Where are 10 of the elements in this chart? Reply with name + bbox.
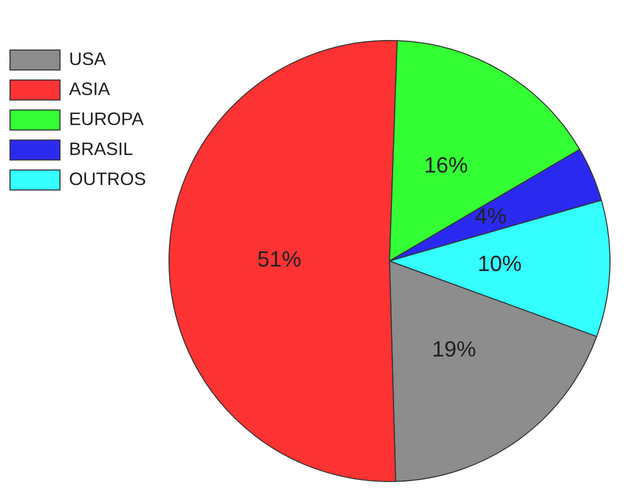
data-label: 4% [474, 204, 507, 229]
legend-label: USA [69, 48, 106, 69]
data-label: 19% [432, 336, 476, 362]
legend-label: EUROPA [69, 108, 144, 129]
data-label: 16% [424, 152, 468, 178]
legend-label: BRASIL [69, 138, 134, 159]
data-label: 10% [478, 250, 522, 276]
legend-label: OUTROS [69, 168, 146, 189]
legend-label: ASIA [69, 78, 110, 99]
data-label: 51% [257, 246, 302, 272]
